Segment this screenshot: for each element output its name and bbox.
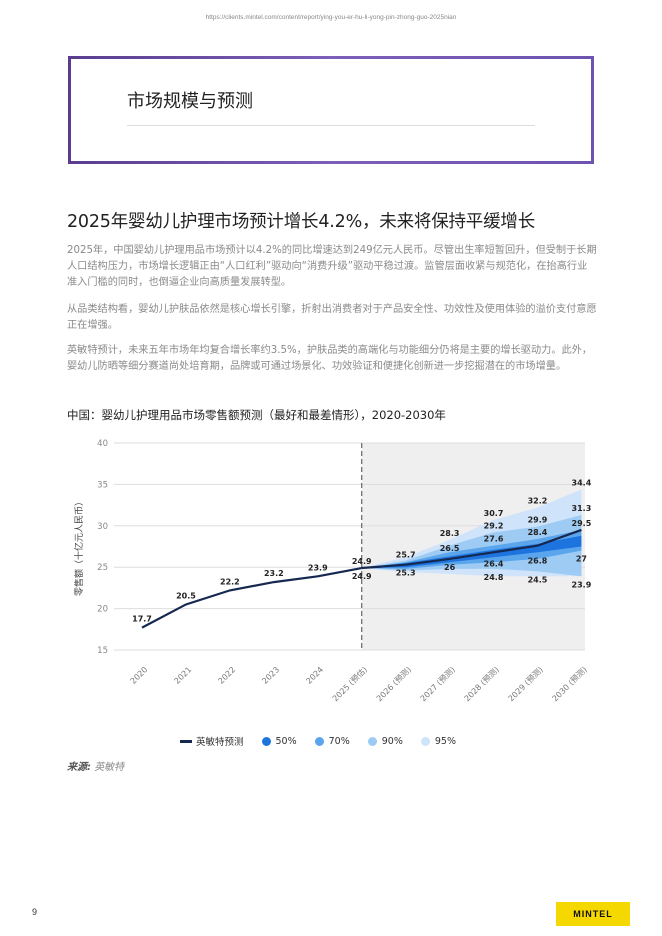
forecast-chart: 15 20 25 30 35 40 零售额（十亿元人民币） 17.7 20.5 22.2 23.2 2… [73, 439, 592, 703]
data-label: 26.8 [528, 556, 548, 565]
data-label: 25.3 [396, 569, 416, 578]
data-label: 20.5 [176, 591, 196, 600]
source-value: 英敏特 [94, 762, 125, 773]
legend-item-95: 95% [420, 735, 457, 747]
legend-label: 英敏特预测 [196, 737, 244, 748]
data-label: 29.9 [528, 516, 548, 525]
y-tick-label: 15 [97, 646, 108, 656]
confidence-band-70 [361, 529, 582, 569]
x-tick-label: 2028 (预测) [462, 664, 501, 703]
data-label: 24.5 [528, 575, 548, 584]
data-label: 24.9 [352, 572, 372, 581]
y-tick-label: 30 [97, 522, 108, 532]
source-label: 来源: [67, 762, 91, 773]
legend-dot-swatch [367, 736, 377, 746]
chart-title: 中国：婴幼儿护理用品市场零售额预测（最好和最差情形），2020-2030年 [67, 408, 446, 422]
y-axis-label: 零售额（十亿元人民币） [73, 497, 85, 596]
data-label: 34.4 [572, 478, 592, 487]
data-label: 23.9 [308, 563, 328, 572]
mintel-logo: MINTEL [556, 902, 630, 926]
data-label: 32.2 [528, 497, 548, 506]
legend-dot-swatch [314, 736, 324, 746]
paragraph-1: 2025年，中国婴幼儿护理用品市场预计以4.2%的同比增速达到249亿元人民币。… [67, 245, 597, 288]
chart-legend: 英敏特预测 50% 70% 90% 95% [180, 734, 474, 748]
data-label: 28.3 [440, 529, 460, 538]
section-header-box: 市场规模与预测 [68, 56, 594, 164]
data-label: 23.2 [264, 569, 284, 578]
x-tick-label: 2020 [129, 665, 150, 686]
data-label: 26.5 [440, 544, 460, 553]
data-label: 29.5 [572, 519, 592, 528]
data-label: 26.4 [484, 560, 504, 569]
data-label: 30.7 [484, 509, 504, 518]
x-tick-label: 2029 (预测) [506, 664, 545, 703]
forecast-line [361, 528, 582, 570]
data-label: 17.7 [132, 615, 152, 624]
x-tick-label: 2027 (预测) [418, 664, 457, 703]
data-label: 24.9 [352, 557, 372, 566]
data-label: 25.7 [396, 550, 416, 559]
legend-label: 70% [328, 735, 350, 747]
section-divider [127, 125, 535, 126]
legend-label: 50% [275, 735, 297, 747]
x-tick-label: 2021 [173, 665, 194, 686]
data-label: 27 [576, 555, 587, 564]
data-label: 24.8 [484, 573, 504, 582]
x-tick-label: 2025 (预估) [330, 664, 369, 703]
historical-line [141, 566, 362, 629]
x-tick-label: 2022 [217, 665, 238, 686]
data-label: 27.6 [484, 535, 504, 544]
data-label: 26 [444, 563, 456, 572]
page-number: 9 [32, 907, 38, 917]
data-label: 29.2 [484, 521, 504, 530]
legend-dot-swatch [261, 736, 271, 746]
legend-item-90: 90% [367, 735, 403, 747]
legend-label: 90% [381, 735, 403, 747]
legend-line-swatch [180, 739, 192, 743]
data-label: 28.4 [528, 528, 548, 537]
y-tick-label: 35 [97, 480, 108, 490]
paragraph-2: 从品类结构看，婴幼儿护肤品依然是核心增长引擎，折射出消费者对于产品安全性、功效性… [67, 304, 597, 331]
confidence-band-50 [361, 535, 582, 569]
legend-label: 95% [434, 735, 457, 747]
legend-item-50: 50% [261, 735, 297, 747]
data-label: 23.9 [572, 580, 592, 589]
section-title: 市场规模与预测 [127, 91, 253, 112]
legend-item-forecast: 英敏特预测 [180, 734, 244, 748]
x-tick-label: 2030 (预测) [550, 664, 589, 703]
x-tick-label: 2026 (预测) [374, 664, 413, 703]
data-label: 22.2 [220, 577, 240, 586]
report-url: https://clients.mintel.com/content/repor… [205, 14, 457, 21]
legend-dot-swatch [420, 736, 430, 746]
y-tick-label: 40 [97, 439, 108, 449]
legend-item-70: 70% [314, 735, 350, 747]
x-tick-label: 2023 [260, 665, 281, 686]
data-label: 31.3 [572, 504, 592, 513]
y-tick-label: 25 [97, 563, 108, 573]
y-tick-label: 20 [97, 605, 108, 615]
source-note: 来源: 英敏特 [67, 758, 124, 773]
headline: 2025年婴幼儿护理市场预计增长4.2%，未来将保持平缓增长 [67, 212, 535, 232]
x-tick-label: 2024 [304, 665, 325, 686]
paragraph-3: 英敏特预计，未来五年市场年均复合增长率约3.5%，护肤品类的高端化与功能细分仍将… [67, 345, 593, 372]
